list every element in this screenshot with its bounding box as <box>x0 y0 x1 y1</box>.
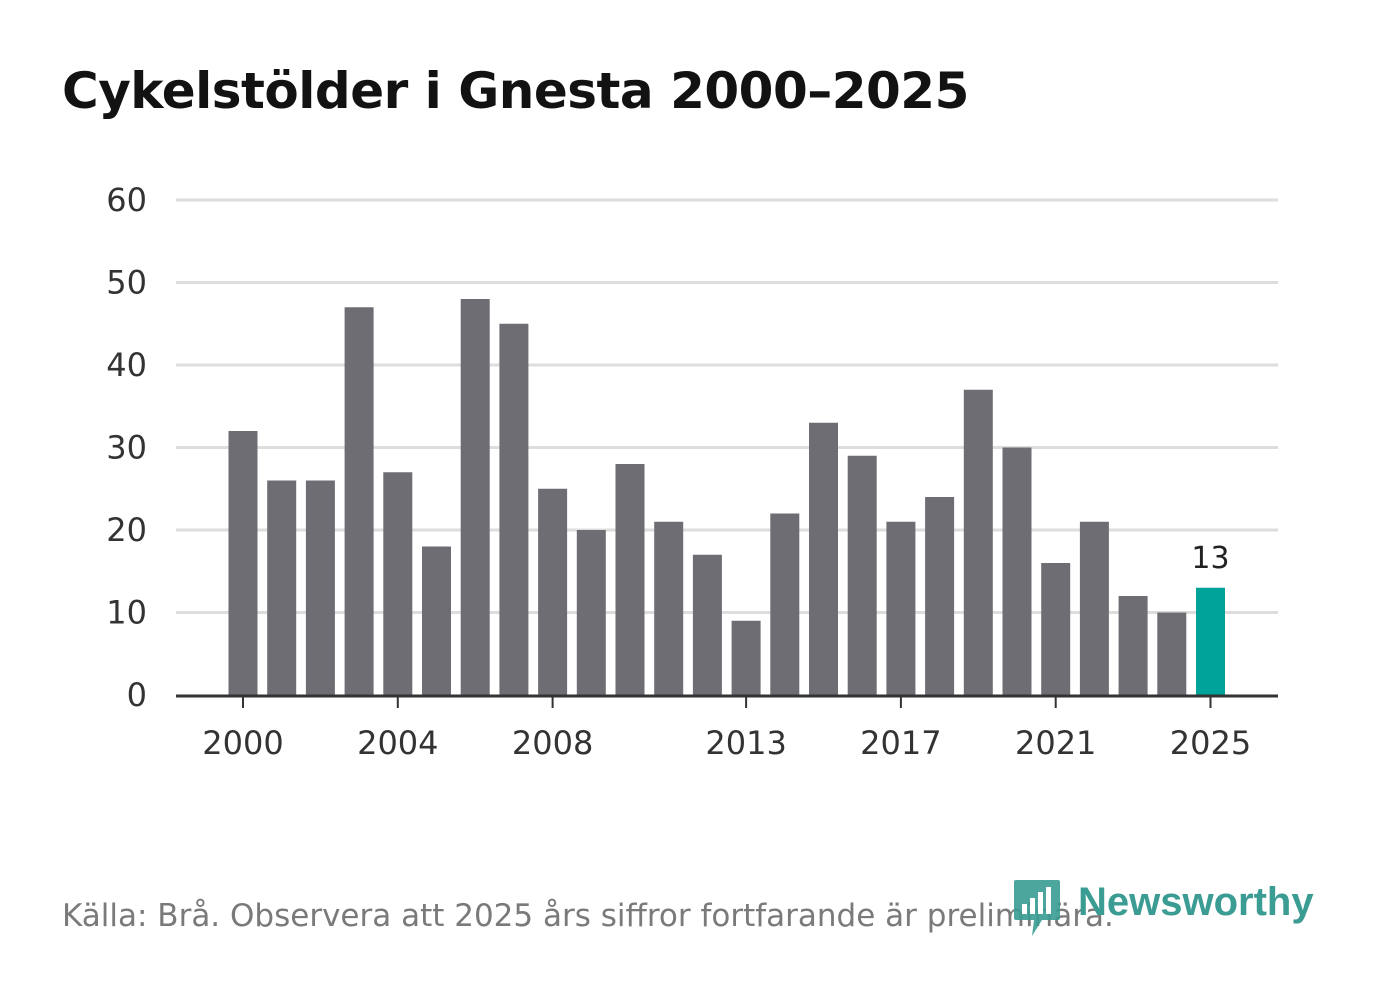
bar-2001 <box>267 480 297 695</box>
x-tick-label-2008: 2008 <box>512 724 593 762</box>
bars <box>228 299 1225 695</box>
bar-2020 <box>1002 447 1032 695</box>
source-note: Källa: Brå. Observera att 2025 års siffr… <box>62 898 1114 934</box>
bar-2018 <box>925 497 955 695</box>
x-tick-label-2004: 2004 <box>357 724 438 762</box>
bar-2015 <box>809 422 838 695</box>
bar-2017 <box>886 521 916 695</box>
newsworthy-bar-chart-icon <box>1014 880 1060 936</box>
x-tick-label-2013: 2013 <box>705 724 786 762</box>
bar-2012 <box>692 554 722 695</box>
newsworthy-logo: Newsworthy <box>1012 878 1314 938</box>
y-axis: 0 10 20 30 40 50 60 <box>106 181 147 714</box>
bar-2000 <box>228 431 258 695</box>
y-tick-label-40: 40 <box>106 346 147 384</box>
bar-2016 <box>847 455 877 695</box>
bar-2019 <box>963 389 993 695</box>
bar-2002 <box>305 480 335 695</box>
y-tick-label-50: 50 <box>106 264 147 302</box>
bar-2025 <box>1196 587 1225 695</box>
x-tick-label-2017: 2017 <box>860 724 941 762</box>
bar-2011 <box>654 521 684 695</box>
data-label-2025: 13 <box>1191 541 1229 576</box>
x-tick-label-2021: 2021 <box>1015 724 1096 762</box>
data-labels: 13 <box>1191 541 1229 576</box>
bar-2023 <box>1118 596 1148 695</box>
y-tick-label-10: 10 <box>106 594 147 632</box>
bar-2014 <box>770 513 800 695</box>
y-tick-label-60: 60 <box>106 181 147 219</box>
bar-2007 <box>499 323 529 695</box>
bar-2006 <box>460 299 490 695</box>
bar-2010 <box>615 464 645 695</box>
bar-2004 <box>383 472 413 695</box>
bar-chart: 13 0 10 20 30 40 50 60 2000 2004 2008 2013 2017 202… <box>106 181 1278 762</box>
bar-2003 <box>344 307 374 695</box>
bar-2021 <box>1041 563 1071 695</box>
x-axis: 2000 2004 2008 2013 2017 2021 2025 <box>176 694 1278 762</box>
y-tick-label-0: 0 <box>127 676 147 714</box>
gridlines <box>176 198 1278 614</box>
logo-text: Newsworthy <box>1078 880 1314 924</box>
y-tick-label-20: 20 <box>106 511 147 549</box>
bar-2005 <box>422 546 451 695</box>
bar-2009 <box>576 530 606 695</box>
x-tick-label-2025: 2025 <box>1170 724 1251 762</box>
y-tick-label-30: 30 <box>106 429 147 467</box>
bar-2013 <box>731 620 761 695</box>
x-tick-label-2000: 2000 <box>202 724 283 762</box>
bar-2008 <box>538 488 568 695</box>
bar-2024 <box>1157 612 1187 695</box>
bar-2022 <box>1079 521 1109 695</box>
chart-title: Cykelstölder i Gnesta 2000–2025 <box>62 62 969 120</box>
